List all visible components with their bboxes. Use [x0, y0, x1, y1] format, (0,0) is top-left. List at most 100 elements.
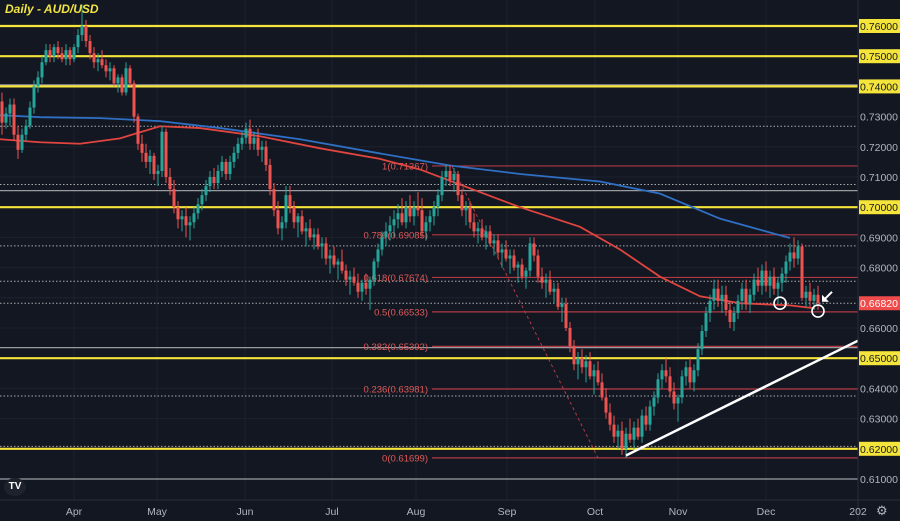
candle-body	[748, 294, 752, 304]
candle-body	[176, 207, 180, 220]
candle	[592, 364, 596, 395]
candle	[272, 183, 276, 217]
candle	[304, 222, 308, 247]
candle	[752, 273, 756, 301]
candle	[808, 282, 812, 307]
candle	[4, 107, 8, 129]
candle	[244, 122, 248, 144]
candle-body	[612, 424, 616, 437]
candle-body	[248, 128, 252, 144]
candle-body	[628, 433, 632, 440]
candle-body	[524, 270, 528, 277]
candle-body	[180, 216, 184, 220]
candle	[540, 267, 544, 289]
candle	[464, 201, 468, 226]
candle	[28, 101, 32, 129]
candle	[80, 4, 84, 42]
fib-level-label: 0.786(0.69085)	[364, 230, 428, 241]
candle-body	[128, 68, 132, 84]
candle	[628, 418, 632, 443]
candle	[172, 180, 176, 214]
candle-body	[592, 370, 596, 377]
candle	[340, 249, 344, 274]
price-axis[interactable]: 0.76000 0.75000 0.74000 0.73000 0.72000 0.710…	[859, 19, 900, 486]
candle-body	[280, 222, 284, 229]
candle	[276, 201, 280, 235]
candle-body	[596, 370, 600, 383]
time-axis[interactable]: Apr May Jun Jul Aug Sep Oct Nov Dec 202	[66, 506, 867, 518]
red-moving-average-line	[0, 125, 816, 310]
candle	[684, 361, 688, 386]
candle	[132, 80, 136, 123]
candle-body	[788, 252, 792, 262]
settings-gear-icon[interactable]: ⚙	[876, 504, 888, 519]
candle-body	[464, 207, 468, 211]
candle	[40, 56, 44, 84]
candle	[488, 225, 492, 247]
candle	[792, 237, 796, 268]
candle	[416, 192, 420, 217]
ascending-trendline[interactable]	[625, 339, 859, 457]
candle	[236, 137, 240, 159]
candle	[356, 273, 360, 298]
candle-body	[372, 261, 376, 280]
candle-body	[152, 155, 156, 174]
candle-body	[352, 276, 356, 283]
candle	[400, 198, 404, 226]
candle	[740, 282, 744, 310]
fibonacci-retracement[interactable]: 1(0.71367) 0.786(0.69085) 0.618(0.67674) 0.…	[364, 161, 858, 464]
candle	[572, 340, 576, 371]
candle	[268, 158, 272, 196]
candle-body	[224, 161, 228, 174]
candle-body	[428, 216, 432, 223]
candle-body	[4, 113, 8, 123]
candle-body	[552, 288, 556, 292]
candle-body	[348, 276, 352, 280]
candle-body	[12, 104, 16, 135]
candle-body	[80, 26, 84, 36]
candle-body	[216, 170, 220, 184]
candle-body	[284, 195, 288, 223]
candle	[204, 180, 208, 202]
candle	[184, 207, 188, 238]
candle-body	[508, 255, 512, 259]
pointer-arrow-icon[interactable]	[822, 291, 833, 302]
candle	[600, 373, 604, 401]
candle	[712, 279, 716, 310]
price-level-tag	[859, 79, 900, 94]
price-axis-label: 0.62000	[860, 444, 898, 456]
candle	[472, 213, 476, 238]
candle-body	[20, 134, 24, 150]
candle	[0, 92, 4, 135]
time-axis-label: Dec	[757, 506, 776, 518]
candle	[432, 201, 436, 226]
candle-body	[8, 104, 12, 114]
highlight-circle[interactable]	[811, 304, 825, 318]
chart-drawings[interactable]	[625, 291, 859, 457]
candle	[588, 352, 592, 380]
candle	[328, 249, 332, 274]
candle	[520, 258, 524, 280]
candle-body	[564, 303, 568, 328]
highlight-circle[interactable]	[773, 296, 787, 311]
price-axis-label: 0.74000	[860, 81, 898, 93]
candlestick-series	[0, 4, 820, 458]
candle	[656, 373, 660, 404]
candle-body	[208, 177, 212, 187]
candle-body	[484, 231, 488, 238]
candle	[644, 406, 648, 431]
candle-body	[468, 207, 472, 223]
candle	[596, 361, 600, 386]
candle	[680, 370, 684, 404]
candle	[536, 249, 540, 283]
candle-body	[288, 195, 292, 208]
candle-body	[32, 86, 36, 108]
candle	[160, 125, 164, 177]
candle	[336, 258, 340, 280]
fib-level-label: 1(0.71367)	[382, 161, 428, 172]
candle-body	[540, 276, 544, 283]
tradingview-logo-icon[interactable]: TV	[4, 478, 26, 496]
candle-body	[316, 234, 320, 247]
